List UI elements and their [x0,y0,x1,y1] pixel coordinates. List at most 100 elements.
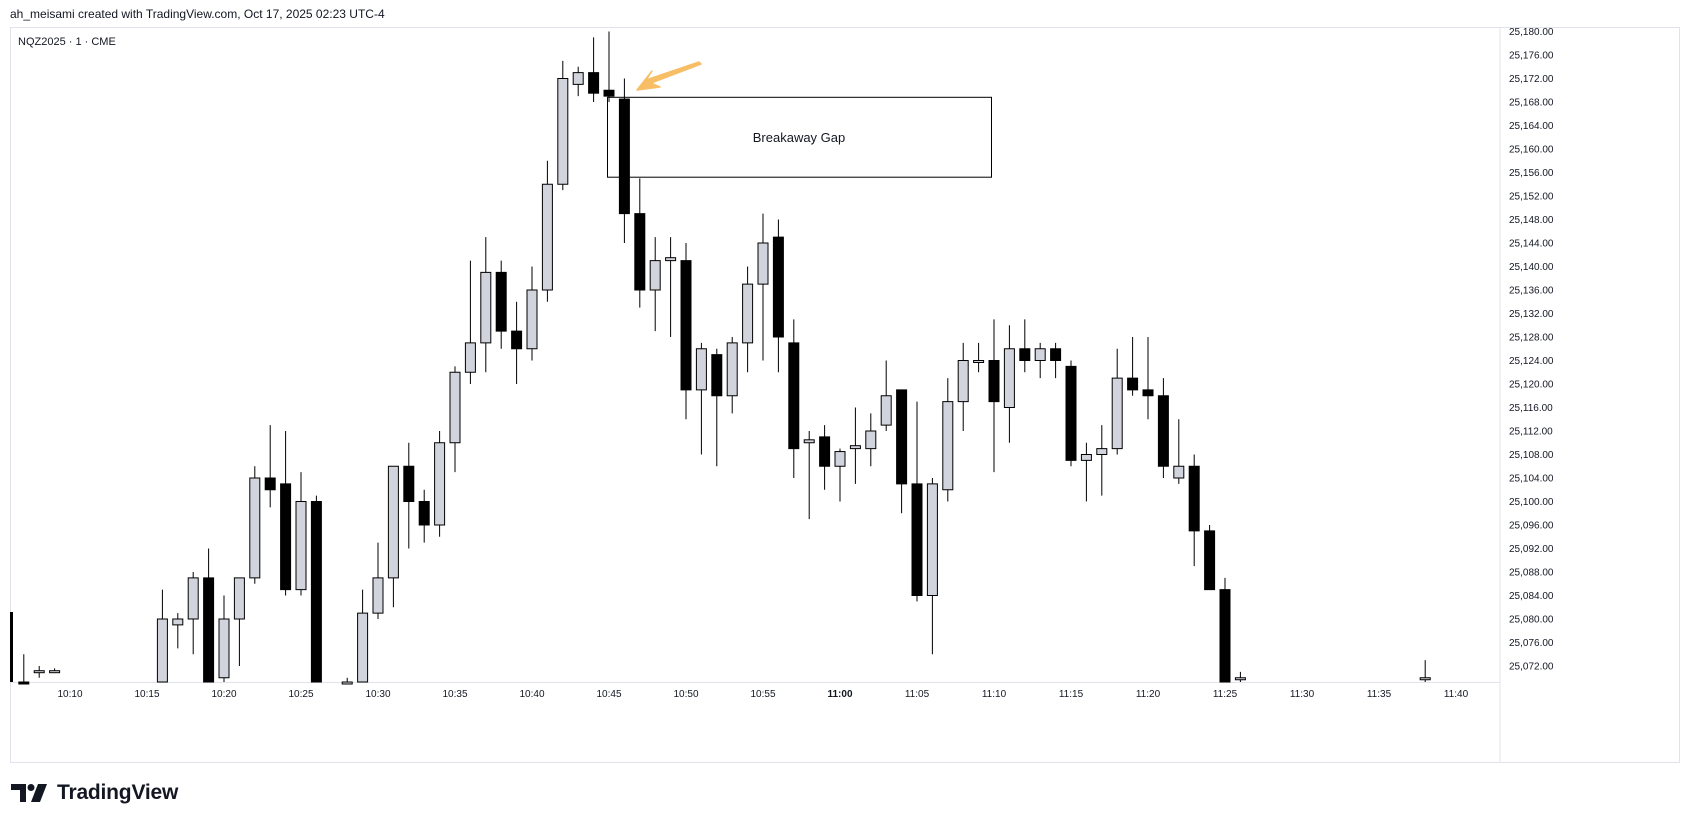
price-tick-label: 25,112.00 [1509,427,1553,438]
candle [372,542,384,619]
candle-body [526,289,538,350]
candle-body [726,342,738,397]
breakaway-gap-label: Breakaway Gap [753,130,846,145]
candle [156,589,168,683]
candle-body [434,442,446,526]
time-tick-label: 10:55 [750,689,775,700]
time-tick-label: 11:40 [1444,689,1469,700]
candle [1065,360,1077,467]
candle [726,337,738,414]
candle-body [372,577,384,614]
price-tick-label: 25,120.00 [1509,380,1554,391]
breakaway-gap-box [607,96,992,178]
candle [896,389,908,514]
candle [495,260,507,349]
price-tick-label: 25,108.00 [1509,450,1554,461]
candle-body [1419,677,1431,681]
price-tick-label: 25,144.00 [1509,239,1554,250]
time-tick-label: 10:30 [365,689,390,700]
candle [865,413,877,467]
candle-body [757,242,769,285]
candle [1234,671,1246,682]
candle-body [10,612,13,682]
candle-body [603,89,615,97]
candle-body [772,236,784,338]
candle [680,243,692,420]
candle-body [880,395,892,426]
candle [418,489,430,543]
time-tick-label: 10:35 [442,689,467,700]
price-tick-label: 25,076.00 [1509,638,1554,649]
time-tick-label: 11:20 [1136,689,1161,700]
candle [1034,342,1046,379]
candle [1142,337,1154,420]
candle-body [957,360,969,403]
time-tick-label: 11:10 [982,689,1007,700]
candle-body [557,78,569,185]
candle [1050,342,1062,379]
candle-body [1096,448,1108,455]
candle [33,666,45,678]
candle-body [172,618,184,626]
candle [49,668,61,674]
candle-body [33,670,45,674]
candle-body [341,681,353,685]
candle [742,266,754,373]
candle [18,654,30,685]
time-tick-label: 11:00 [827,689,852,700]
candle-body [788,342,800,450]
price-axis[interactable]: 25,072.00 25,076.00 25,080.00 25,084.00 25,0… [1499,27,1554,763]
candle-body [649,260,661,291]
candle-body [218,618,230,679]
candle-body [1065,365,1077,461]
candle [1096,425,1108,496]
tradingview-logo[interactable]: TradingView [11,781,178,805]
candle-body [634,213,646,291]
candle-body [618,98,630,215]
candle-body [1188,465,1200,532]
candle [649,237,661,332]
price-tick-label: 25,168.00 [1509,98,1554,109]
candle [1127,337,1139,396]
candle [511,301,523,384]
price-tick-label: 25,084.00 [1509,591,1554,602]
candle [187,572,199,655]
candle-body [495,271,507,332]
candle-body [310,501,322,683]
candle-body [464,342,476,373]
symbol-label: NQZ2025 · 1 · CME [18,36,116,48]
price-tick-label: 25,152.00 [1509,192,1554,203]
time-tick-label: 10:50 [673,689,698,700]
price-tick-label: 25,164.00 [1509,121,1554,132]
price-tick-label: 25,116.00 [1509,403,1553,414]
time-axis[interactable]: 10:10 10:15 10:20 10:25 10:30 10:35 10:40 10:45… [10,682,1500,701]
candle-body [711,354,723,397]
time-tick-label: 10:15 [134,689,159,700]
candle [957,342,969,431]
candle [449,366,461,473]
candle [772,219,784,373]
candle [942,378,954,502]
candle-body [357,612,369,683]
candle [973,342,985,373]
candle [403,442,415,549]
candle-body [973,360,985,363]
candle-body [1127,377,1139,391]
candle [834,448,846,502]
candle-body [249,477,261,579]
price-tick-label: 25,136.00 [1509,286,1554,297]
price-tick-label: 25,080.00 [1509,615,1554,626]
candle [341,677,353,685]
price-tick-label: 25,072.00 [1509,662,1554,673]
candle-series [10,31,1431,685]
price-tick-label: 25,172.00 [1509,74,1554,85]
candle-body [18,681,30,685]
candle [757,213,769,361]
chart-frame[interactable] [10,27,1680,763]
candle-body [1111,377,1123,450]
candle-body [480,271,492,344]
candle [603,31,615,102]
time-tick-label: 11:25 [1213,689,1238,700]
time-tick-label: 11:30 [1290,689,1315,700]
